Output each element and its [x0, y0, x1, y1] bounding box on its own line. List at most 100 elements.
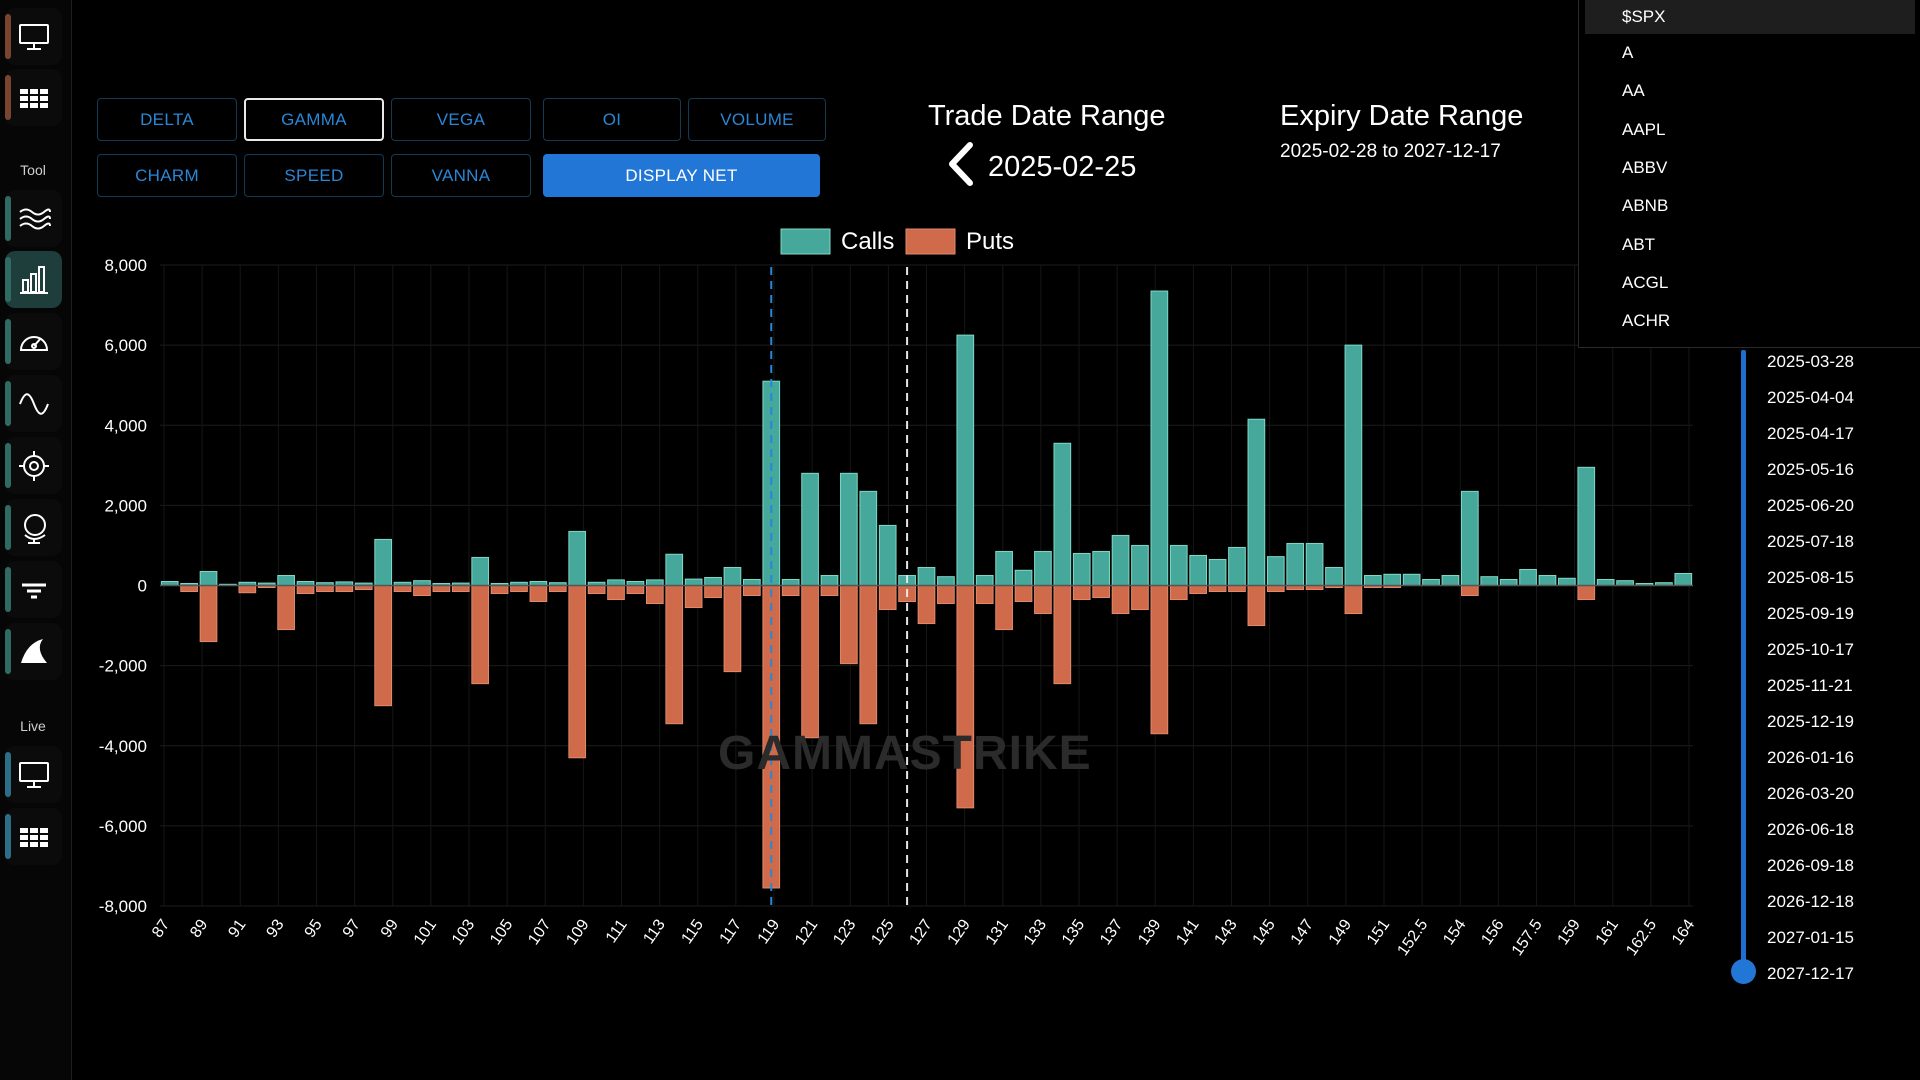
expiry-date-item[interactable]: 2025-11-21	[1767, 676, 1853, 695]
shark-fin-icon[interactable]	[5, 623, 62, 680]
calls-bar	[1519, 568, 1537, 586]
ticker-option[interactable]: ACGL	[1622, 272, 1669, 292]
x-tick-label: 105	[487, 916, 516, 948]
expiry-date-item[interactable]: 2027-12-17	[1767, 964, 1854, 983]
x-tick-label: 117	[717, 916, 746, 947]
ticker-option[interactable]: ACHR	[1622, 311, 1671, 331]
calls-bar	[1402, 573, 1421, 586]
grid-icon[interactable]	[5, 808, 62, 865]
puts-bar	[1053, 585, 1072, 685]
puts-bar	[568, 585, 587, 759]
volume-button[interactable]: VOLUME	[688, 98, 826, 141]
expiry-date-item[interactable]: 2027-01-15	[1767, 928, 1854, 947]
expiry-date-item[interactable]: 2025-09-19	[1767, 604, 1854, 623]
expiry-date-item[interactable]: 2025-05-16	[1767, 460, 1854, 479]
expiry-slider-track[interactable]	[1741, 350, 1746, 970]
ticker-option[interactable]: AAPL	[1622, 119, 1666, 139]
oi-button[interactable]: OI	[543, 98, 681, 141]
y-tick-label: 8,000	[104, 256, 147, 275]
expiry-date-item[interactable]: 2026-03-20	[1767, 784, 1854, 803]
puts-bar	[296, 585, 315, 595]
expiry-date-item[interactable]: 2026-06-18	[1767, 820, 1854, 839]
expiry-date-item[interactable]: 2026-01-16	[1767, 748, 1854, 767]
expiry-date-item[interactable]: 2026-09-18	[1767, 856, 1854, 875]
calls-bar	[1053, 442, 1072, 587]
legend-puts-label: Puts	[966, 228, 1014, 255]
ticker-option[interactable]: ABBV	[1622, 157, 1668, 177]
puts-bar	[316, 585, 334, 593]
calls-bar	[1305, 542, 1324, 587]
ticker-option[interactable]: $SPX	[1585, 0, 1915, 34]
speed-button[interactable]: SPEED	[244, 154, 384, 197]
expiry-date-item[interactable]: 2025-04-17	[1767, 424, 1854, 443]
y-tick-label: 6,000	[104, 336, 147, 355]
calls-bar	[1422, 578, 1440, 586]
calls-bar	[1247, 418, 1266, 586]
vanna-button[interactable]: VANNA	[391, 154, 531, 197]
globe-icon[interactable]	[5, 499, 62, 556]
watermark: GAMMASTRIKE	[718, 727, 1092, 780]
calls-bar	[471, 556, 490, 586]
gamma-button[interactable]: GAMMA	[244, 98, 384, 141]
x-tick-label: 107	[525, 916, 554, 948]
expiry-date-item[interactable]: 2025-03-28	[1767, 352, 1854, 371]
expiry-date-item[interactable]: 2025-10-17	[1767, 640, 1854, 659]
expiry-date-item[interactable]: 2025-04-04	[1767, 388, 1854, 407]
sine-wave-icon[interactable]	[5, 375, 62, 432]
x-tick-label: 156	[1478, 916, 1507, 948]
grid-icon[interactable]	[5, 69, 62, 126]
x-tick-label: 113	[640, 916, 669, 947]
puts-bar	[1150, 585, 1169, 735]
puts-bar	[180, 585, 198, 593]
calls-bar	[995, 550, 1013, 587]
monitor-icon[interactable]	[5, 8, 62, 65]
calls-bar	[840, 472, 858, 587]
delta-button[interactable]: DELTA	[97, 98, 237, 141]
ticker-option[interactable]: AA	[1622, 81, 1645, 101]
x-tick-label: 129	[945, 916, 974, 948]
expiry-date-item[interactable]: 2025-07-18	[1767, 532, 1854, 551]
expiry-date-item[interactable]: 2025-12-19	[1767, 712, 1854, 731]
x-tick-label: 157.5	[1509, 916, 1546, 959]
puts-bar	[859, 585, 878, 725]
puts-bar	[393, 585, 412, 593]
calls-bar	[743, 578, 761, 586]
display-net-button[interactable]: DISPLAY NET	[543, 154, 820, 197]
calls-bar	[1674, 572, 1693, 587]
x-tick-label: 147	[1288, 916, 1317, 948]
calls-bar	[956, 334, 975, 586]
bar-chart-icon[interactable]	[5, 251, 62, 308]
charm-button[interactable]: CHARM	[97, 154, 237, 197]
ticker-option[interactable]: ABT	[1622, 234, 1656, 254]
x-tick-label: 145	[1250, 916, 1279, 948]
expiry-date-item[interactable]: 2026-12-18	[1767, 892, 1854, 911]
waves-icon[interactable]	[5, 190, 62, 247]
calls-bar	[859, 490, 878, 586]
monitor-icon[interactable]	[5, 746, 62, 803]
filter-icon[interactable]	[5, 561, 62, 618]
calls-bar	[1344, 344, 1363, 586]
puts-bar	[451, 585, 470, 593]
puts-bar	[1072, 585, 1091, 601]
calls-bar	[1577, 466, 1596, 586]
expiry-date-item[interactable]: 2025-06-20	[1767, 496, 1854, 515]
expiry-slider-handle[interactable]	[1731, 959, 1756, 984]
x-tick-label: 109	[563, 916, 592, 948]
calls-bar	[607, 579, 625, 586]
calls-bar	[820, 574, 839, 586]
ticker-option[interactable]: A	[1622, 43, 1634, 62]
x-tick-label: 95	[302, 916, 326, 940]
calls-bar	[1092, 550, 1110, 587]
calls-bar	[665, 553, 684, 586]
crosshair-icon[interactable]	[5, 437, 62, 494]
calls-bar	[1150, 290, 1169, 586]
chevron-left-icon[interactable]	[944, 141, 976, 187]
puts-bar	[626, 585, 645, 595]
gauge-icon[interactable]	[5, 313, 62, 370]
vega-button[interactable]: VEGA	[391, 98, 531, 141]
expiry-date-item[interactable]: 2025-08-15	[1767, 568, 1854, 587]
x-tick-label: 154	[1440, 916, 1469, 948]
ticker-option[interactable]: ABNB	[1622, 196, 1669, 216]
x-tick-label: 149	[1326, 916, 1355, 948]
trade-date-value[interactable]: 2025-02-25	[988, 151, 1137, 183]
